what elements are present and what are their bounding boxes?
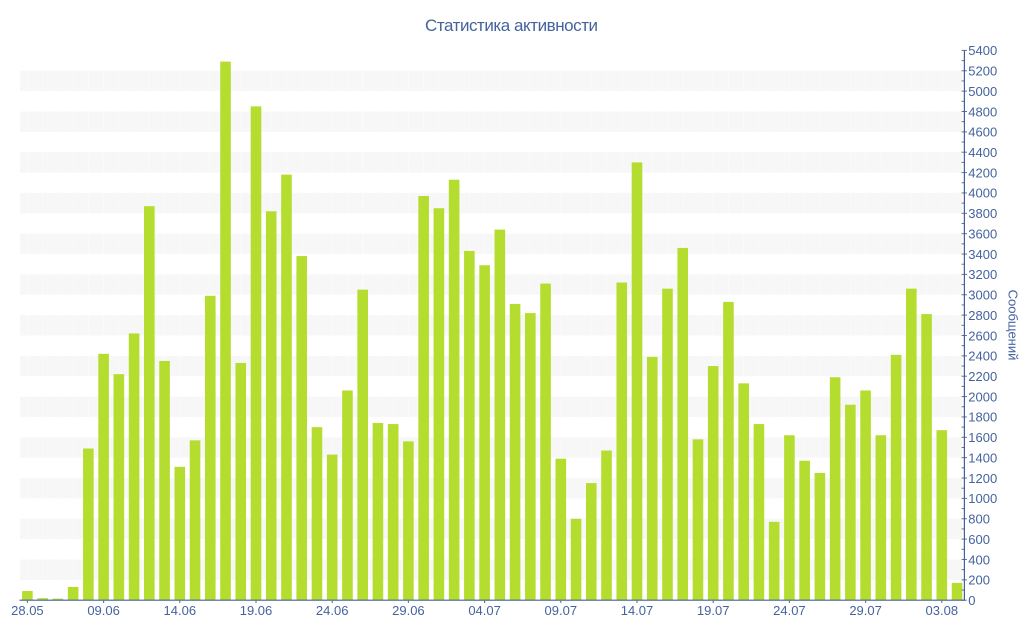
svg-text:5000: 5000: [968, 84, 997, 99]
svg-text:1600: 1600: [968, 430, 997, 445]
svg-text:400: 400: [968, 552, 990, 567]
svg-text:29.07: 29.07: [849, 603, 882, 618]
svg-text:03.08: 03.08: [926, 603, 959, 618]
svg-text:2600: 2600: [968, 328, 997, 343]
svg-text:5400: 5400: [968, 43, 997, 58]
svg-text:1800: 1800: [968, 410, 997, 425]
svg-text:4200: 4200: [968, 165, 997, 180]
svg-text:3000: 3000: [968, 288, 997, 303]
svg-text:3200: 3200: [968, 267, 997, 282]
svg-text:1200: 1200: [968, 471, 997, 486]
svg-text:09.06: 09.06: [87, 603, 120, 618]
svg-text:3400: 3400: [968, 247, 997, 262]
svg-text:3600: 3600: [968, 226, 997, 241]
svg-text:4400: 4400: [968, 145, 997, 160]
svg-text:0: 0: [968, 593, 975, 608]
svg-text:09.07: 09.07: [545, 603, 578, 618]
svg-text:4000: 4000: [968, 186, 997, 201]
svg-text:Статистика активности: Статистика активности: [425, 16, 598, 35]
svg-text:600: 600: [968, 532, 990, 547]
svg-text:800: 800: [968, 512, 990, 527]
svg-text:1000: 1000: [968, 491, 997, 506]
svg-text:28.05: 28.05: [11, 603, 44, 618]
svg-text:4800: 4800: [968, 104, 997, 119]
svg-text:2400: 2400: [968, 349, 997, 364]
svg-text:2000: 2000: [968, 389, 997, 404]
svg-text:3800: 3800: [968, 206, 997, 221]
svg-text:14.07: 14.07: [621, 603, 654, 618]
svg-text:2800: 2800: [968, 308, 997, 323]
svg-text:1400: 1400: [968, 450, 997, 465]
svg-text:2200: 2200: [968, 369, 997, 384]
svg-text:19.06: 19.06: [240, 603, 273, 618]
svg-text:5200: 5200: [968, 64, 997, 79]
svg-text:04.07: 04.07: [468, 603, 501, 618]
svg-text:24.07: 24.07: [773, 603, 806, 618]
svg-text:24.06: 24.06: [316, 603, 349, 618]
svg-text:Сообщений: Сообщений: [1006, 290, 1021, 361]
svg-text:29.06: 29.06: [392, 603, 425, 618]
svg-text:4600: 4600: [968, 125, 997, 140]
svg-text:200: 200: [968, 573, 990, 588]
svg-text:19.07: 19.07: [697, 603, 730, 618]
svg-text:14.06: 14.06: [164, 603, 197, 618]
